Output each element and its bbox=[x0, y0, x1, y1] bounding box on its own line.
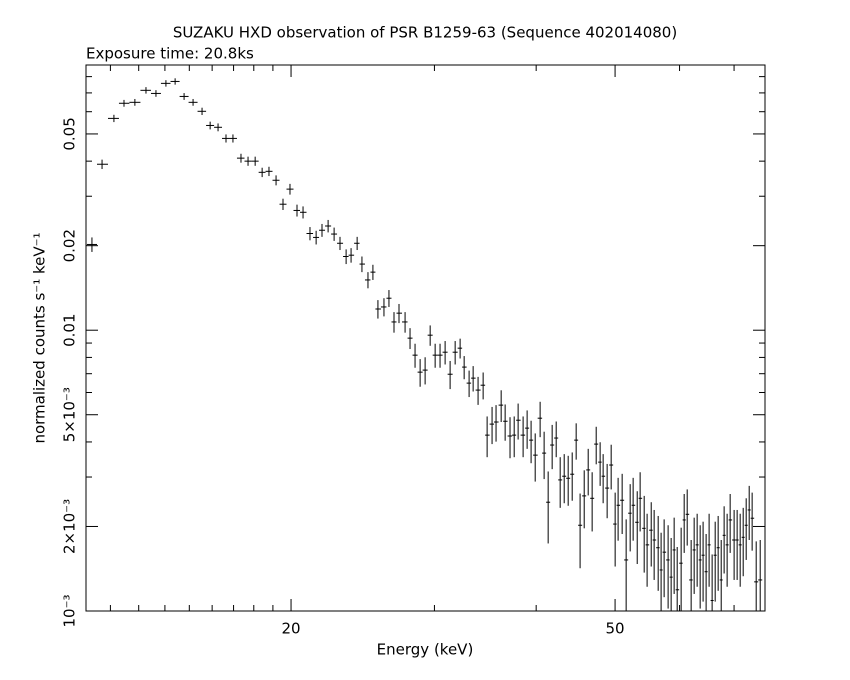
y-tick-label: 10⁻³ bbox=[61, 594, 79, 627]
y-tick-label: 2×10⁻³ bbox=[61, 499, 79, 554]
chart-title: SUZAKU HXD observation of PSR B1259-63 (… bbox=[173, 24, 677, 42]
y-tick-label: 5×10⁻³ bbox=[61, 387, 79, 442]
x-tick-label: 20 bbox=[281, 620, 300, 638]
y-axis-label: normalized counts s⁻¹ keV⁻¹ bbox=[31, 232, 49, 443]
y-tick-label: 0.01 bbox=[61, 314, 79, 347]
plot-frame bbox=[85, 64, 766, 612]
y-tick-label: 0.02 bbox=[61, 229, 79, 262]
chart-subtitle: Exposure time: 20.8ks bbox=[86, 45, 254, 63]
y-tick-label: 0.05 bbox=[61, 117, 79, 150]
x-axis-label: Energy (keV) bbox=[377, 641, 474, 659]
x-tick-label: 50 bbox=[606, 620, 625, 638]
